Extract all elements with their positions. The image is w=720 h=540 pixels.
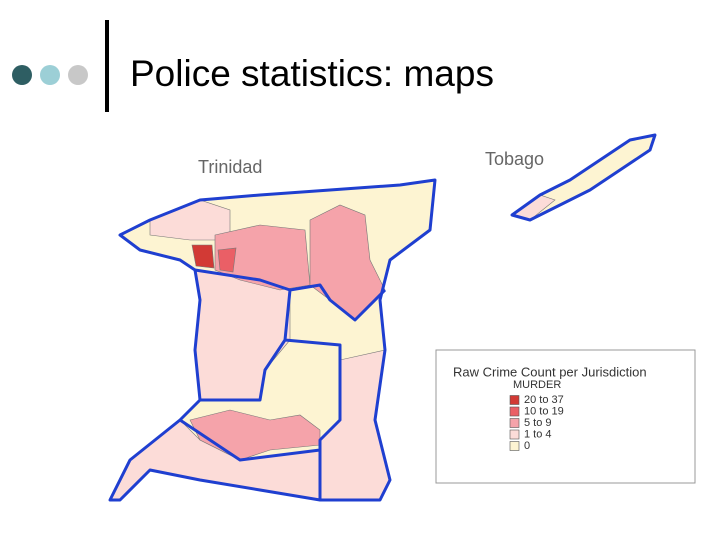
bullet-dot — [68, 65, 88, 85]
divider — [105, 20, 109, 112]
legend-box — [435, 349, 696, 484]
legend-swatch — [509, 429, 520, 440]
region-border — [179, 268, 387, 500]
map-label: Tobago — [485, 149, 544, 169]
legend-swatch — [509, 395, 520, 405]
region — [217, 247, 237, 273]
region — [214, 224, 311, 291]
region-border — [510, 133, 657, 222]
region — [191, 244, 215, 269]
slide-title: Police statistics: maps — [130, 53, 494, 94]
legend-label: 0 — [524, 440, 530, 452]
tobago-map: Tobago — [485, 133, 657, 222]
legend-label: 20 to 37 — [524, 394, 564, 406]
legend-swatch — [509, 418, 520, 428]
legend-swatch — [509, 441, 520, 451]
legend-title: Raw Crime Count per Jurisdiction — [453, 364, 647, 379]
legend-label: 5 to 9 — [524, 417, 552, 429]
legend: Raw Crime Count per Jurisdiction MURDER … — [435, 349, 696, 484]
legend-subtitle: MURDER — [513, 379, 561, 391]
legend-label: 10 to 19 — [524, 405, 564, 417]
bullet-dot — [40, 65, 60, 85]
trinidad-map: Trinidad — [108, 157, 437, 502]
legend-swatch — [509, 406, 520, 417]
legend-label: 1 to 4 — [524, 428, 552, 440]
map-label: Trinidad — [198, 157, 262, 177]
region — [149, 199, 231, 241]
bullet-dot — [12, 65, 32, 85]
